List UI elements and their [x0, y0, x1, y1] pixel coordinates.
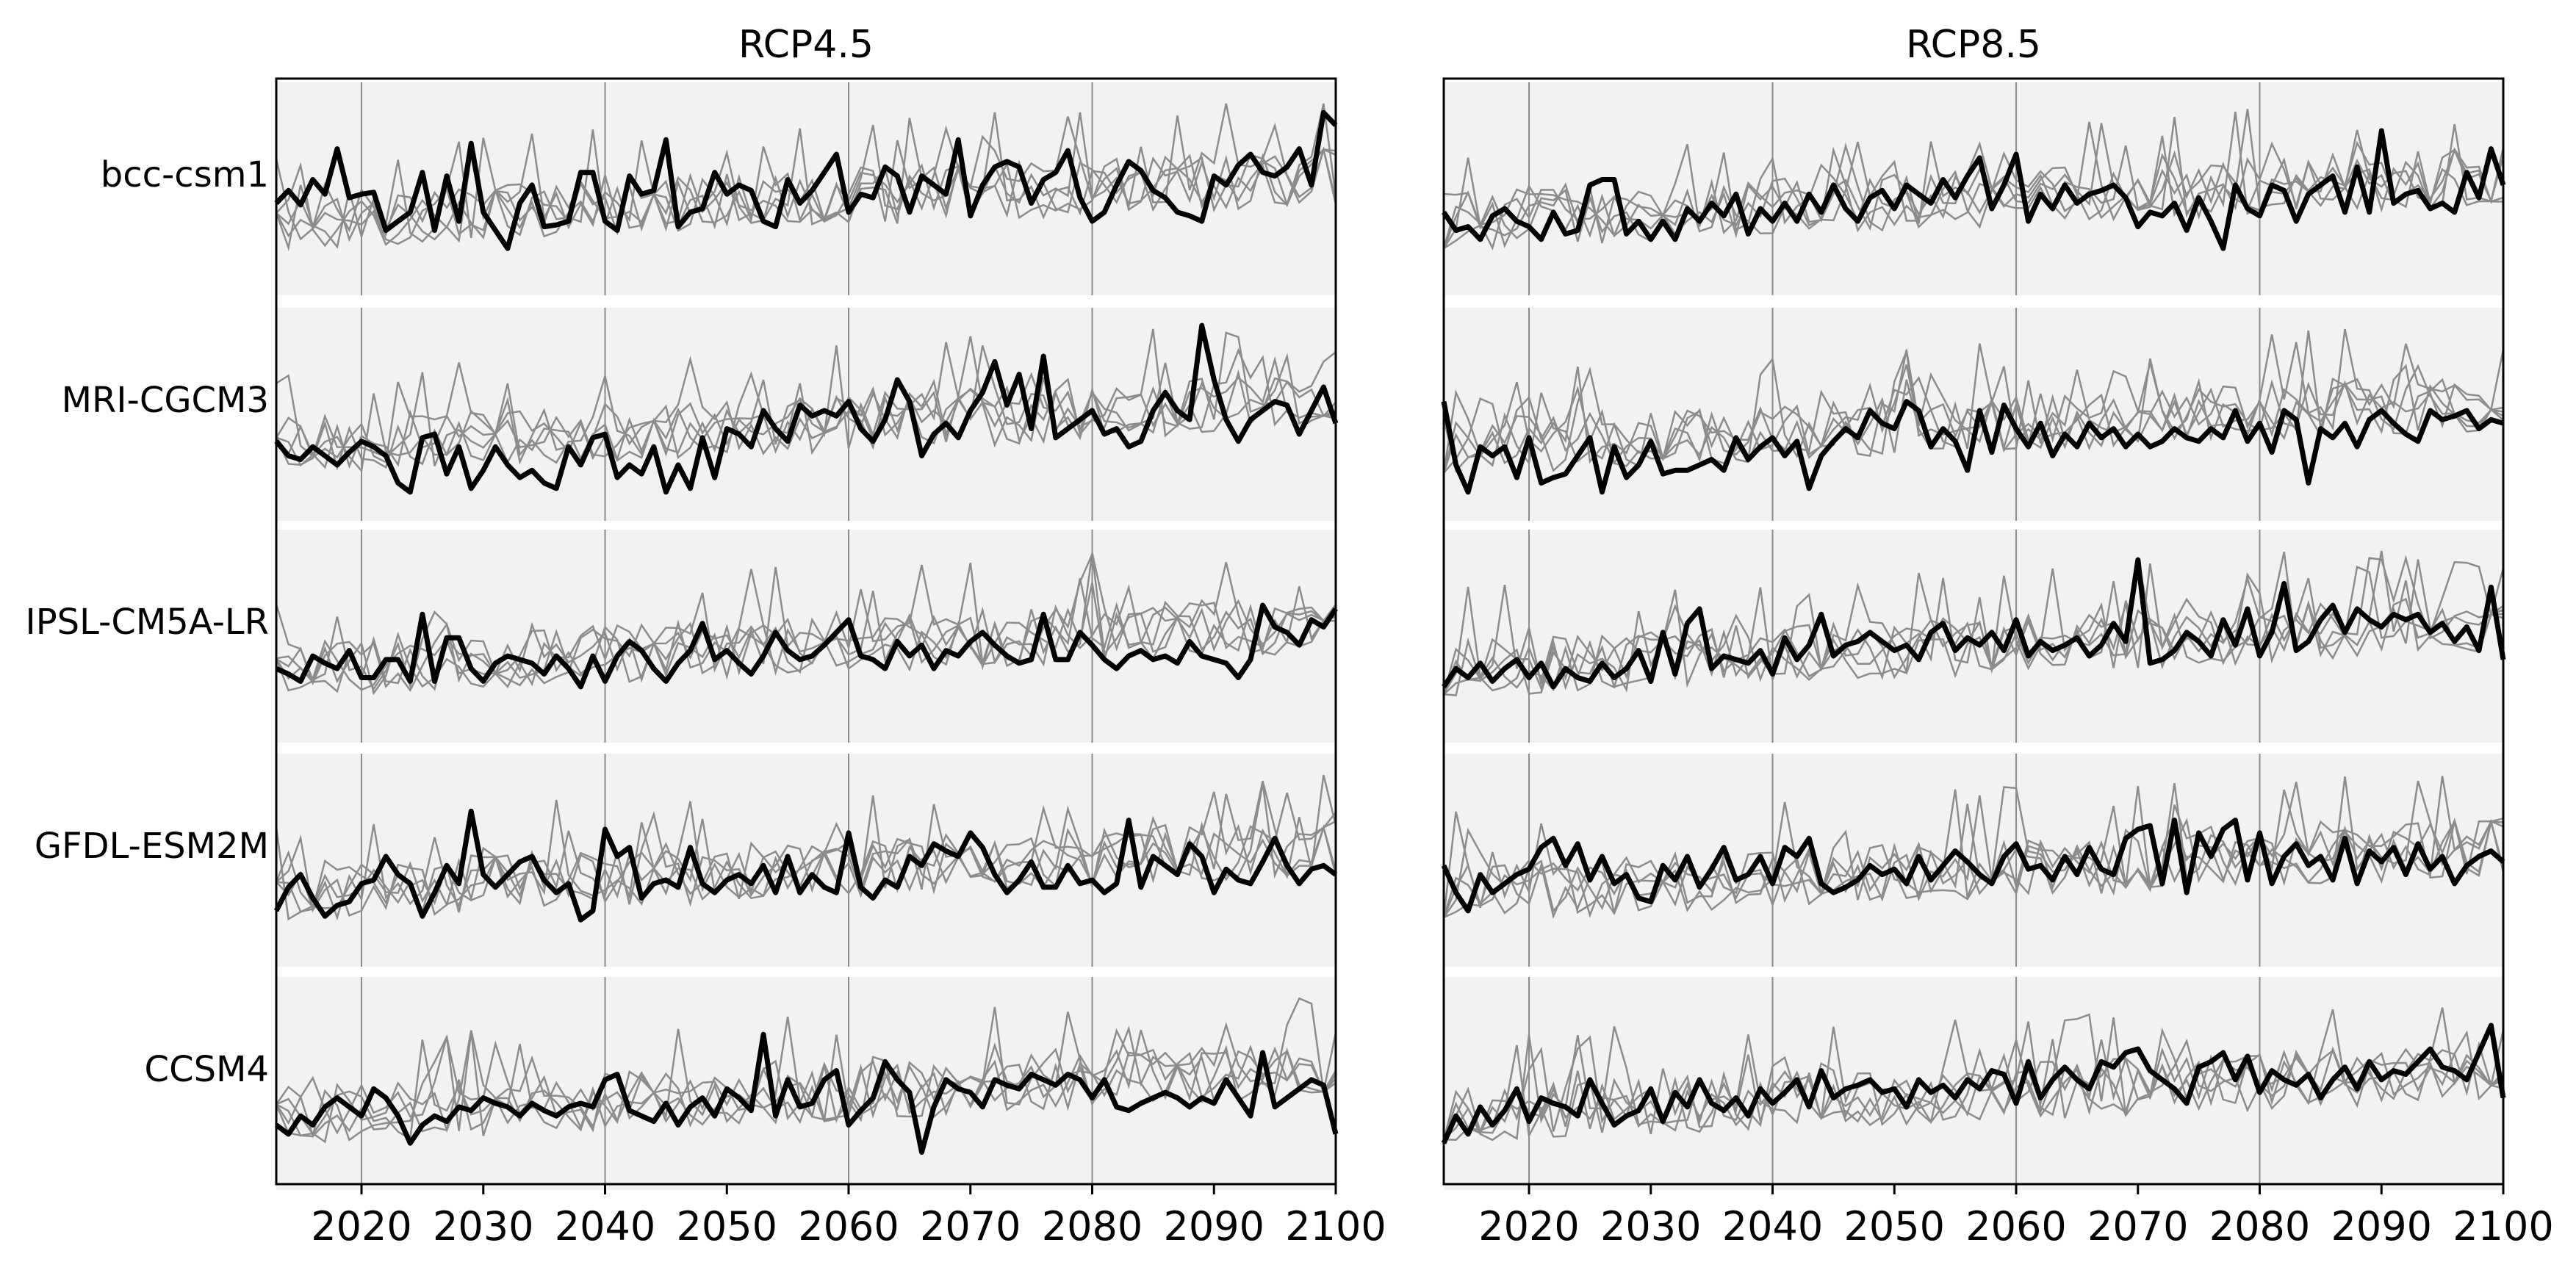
panel-frame: [1442, 77, 2505, 1186]
ensemble-line: [1443, 550, 2504, 696]
x-tick-label: 2100: [1285, 1203, 1386, 1249]
panel-title: RCP8.5: [1906, 23, 2041, 67]
row-background: [1444, 82, 2503, 295]
ensemble-line: [275, 1006, 1337, 1142]
row-bcc-csm1: [1442, 82, 2506, 295]
row-label: CCSM4: [145, 1049, 269, 1090]
row-mri-cgcm3: [1441, 308, 2505, 521]
ensemble-line: [275, 562, 1336, 696]
ensemble-line: [276, 812, 1336, 917]
highlight-line: [275, 602, 1338, 690]
x-tick-label: 2070: [920, 1203, 1021, 1249]
row-label: GFDL-ESM2M: [35, 826, 269, 867]
ensemble-line: [276, 331, 1336, 466]
highlight-line: [274, 109, 1338, 251]
row-bcc-csm1: bcc-csm1: [101, 82, 1338, 295]
row-ccsm4: CCSM4: [145, 977, 1339, 1190]
x-tick-label: 2080: [2209, 1203, 2310, 1249]
ensemble-line: [275, 137, 1337, 245]
row-mri-cgcm3: MRI-CGCM3: [62, 308, 1339, 521]
row-ipsl-cm5a-lr: [1442, 530, 2506, 743]
highlight-line: [1441, 399, 2504, 495]
ensemble-line: [1442, 560, 2504, 695]
row-background: [276, 530, 1336, 743]
highlight-line: [274, 322, 1339, 495]
ensemble-line: [276, 783, 1337, 913]
ensemble-line: [276, 584, 1337, 692]
row-background: [276, 82, 1336, 295]
x-tick-label: 2100: [2453, 1203, 2553, 1249]
row-ipsl-cm5a-lr: IPSL-CM5A-LR: [26, 530, 1338, 743]
ensemble-line: [275, 336, 1336, 471]
panel-title: RCP4.5: [738, 23, 874, 67]
x-tick-label: 2080: [1042, 1203, 1143, 1249]
row-label: MRI-CGCM3: [62, 380, 269, 421]
row-label: IPSL-CM5A-LR: [26, 602, 269, 643]
ensemble-line: [276, 780, 1337, 921]
panel-rcp8-5: RCP8.5 2020 2030 2040 2050 2060 2070 2080 2090 21…: [1441, 23, 2554, 1249]
row-label: bcc-csm1: [101, 154, 269, 195]
highlight-line: [273, 808, 1338, 923]
ensemble-line: [1442, 776, 2504, 920]
ensemble-line: [276, 1011, 1336, 1144]
x-tick-label: 2030: [1600, 1203, 1701, 1249]
x-tick-label: 2070: [2087, 1203, 2188, 1249]
x-tick-label: 2020: [1478, 1203, 1579, 1249]
ensemble-line: [275, 112, 1336, 243]
ensemble-line: [1443, 123, 2505, 237]
x-tick-label: 2090: [2331, 1203, 2432, 1249]
panel-frame: [275, 77, 1337, 1186]
ensemble-line: [1443, 1007, 2504, 1141]
x-tick-label: 2040: [555, 1203, 655, 1249]
ensemble-line: [1442, 366, 2504, 474]
panel-rcp4-5: RCP4.5 bcc-csm1 MRI-CGCM3 IPSL-CM5A-LR GFDL-…: [26, 23, 1386, 1249]
highlight-line: [1442, 128, 2506, 251]
x-tick-label: 2040: [1722, 1203, 1823, 1249]
ensemble-line: [275, 118, 1336, 252]
row-background: [276, 977, 1336, 1190]
highlight-line: [1441, 818, 2505, 914]
row-gfdl-esm2m: [1441, 754, 2505, 967]
row-ccsm4: [1441, 977, 2506, 1190]
ensemble-line: [275, 550, 1336, 691]
highlight-line: [1442, 557, 2506, 690]
ensemble-line: [1442, 1021, 2504, 1141]
row-background: [276, 754, 1336, 967]
highlight-line: [1441, 1023, 2506, 1144]
x-tick-label: 2050: [677, 1203, 777, 1249]
row-background: [1444, 530, 2503, 743]
x-tick-label: 2060: [1965, 1203, 2066, 1249]
x-tick-label: 2020: [311, 1203, 411, 1249]
ensemble-line: [1442, 350, 2504, 473]
x-tick-label: 2030: [433, 1203, 533, 1249]
ensemble-line: [275, 1028, 1337, 1136]
ensemble-line: [1442, 818, 2504, 917]
highlight-line: [274, 1031, 1339, 1155]
x-tick-label: 2050: [1844, 1203, 1945, 1249]
x-tick-label: 2060: [798, 1203, 899, 1249]
x-tick-label: 2090: [1164, 1203, 1264, 1249]
row-gfdl-esm2m: GFDL-ESM2M: [35, 754, 1338, 967]
